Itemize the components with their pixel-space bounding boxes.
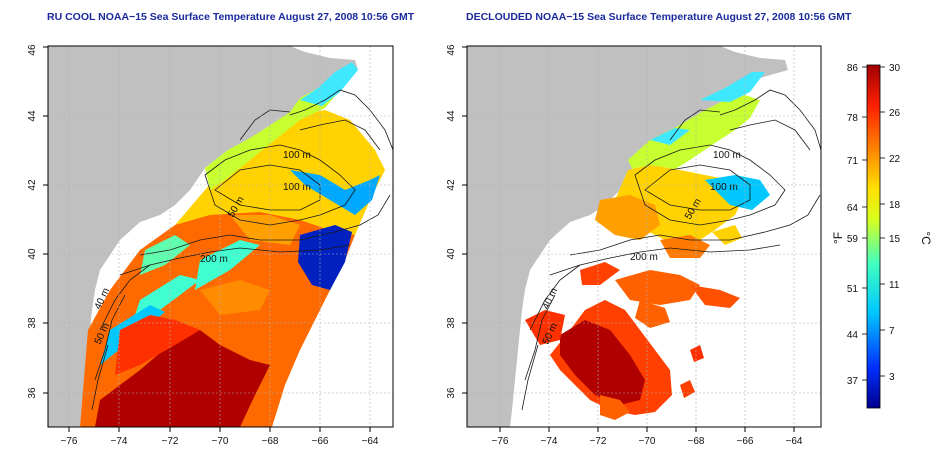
x-tick-label: −68 [688,436,705,447]
x-tick-label: −66 [737,436,754,447]
fahrenheit-tick: 78 [847,113,859,124]
land-mass [467,46,788,427]
y-tick-label: 38 [27,317,38,329]
fahrenheit-tick: 86 [847,63,859,74]
y-tick-label: 46 [27,44,38,56]
depth-label: 100 m [710,182,738,193]
y-tick-label: 44 [446,110,457,122]
y-tick-label: 36 [27,387,38,399]
celsius-tick: 22 [889,154,901,165]
x-tick-label: −70 [212,436,229,447]
right-map-frame [466,45,822,428]
colorbar-gradient [866,64,881,409]
grid-left [48,46,393,427]
right-sst-map: 100 m 100 m 50 m 200 m 40 m 50 m [467,46,821,427]
celsius-tick: 7 [889,326,895,337]
fahrenheit-tick: 64 [847,203,859,214]
x-tick-label: −74 [111,436,128,447]
bathymetry-contours-right [521,89,821,411]
fahrenheit-tick: 37 [847,376,859,387]
depth-label: 200 m [200,254,228,265]
x-tick-label: −64 [362,436,379,447]
fahrenheit-unit-label: °F [831,232,845,244]
fahrenheit-tick: 59 [847,234,859,245]
celsius-tick: 11 [889,280,900,291]
y-tick-label: 42 [27,179,38,191]
y-tick-label: 40 [446,248,457,260]
celsius-tick: 26 [889,108,901,119]
depth-label: 100 m [713,150,741,161]
y-tick-label: 36 [446,387,457,399]
land-mass [48,46,358,427]
celsius-tick: 30 [889,63,901,74]
depth-label: 100 m [283,150,311,161]
y-tick-label: 46 [446,44,457,56]
depth-label: 100 m [283,182,311,193]
right-map-axes: −76 −74 −72 −70 −68 −66 −64 36 38 40 42 … [446,44,803,447]
celsius-tick: 15 [889,234,901,245]
left-sst-map: 100 m 100 m 50 m 200 m 40 m 50 m [48,46,393,427]
temperature-colorbar: 86 78 71 64 59 51 44 37 30 26 22 18 15 1… [831,63,933,409]
celsius-unit-label: °C [919,231,933,245]
y-tick-label: 38 [446,317,457,329]
right-map-title: DECLOUDED NOAA−15 Sea Surface Temperatur… [466,11,852,23]
x-tick-label: −74 [541,436,558,447]
left-map-title: RU COOL NOAA−15 Sea Surface Temperature … [47,11,415,23]
x-tick-label: −68 [262,436,279,447]
bathymetry-contours-left [91,89,393,411]
fahrenheit-tick: 44 [847,330,859,341]
x-tick-label: −66 [312,436,329,447]
x-tick-label: −72 [162,436,179,447]
celsius-tick: 3 [889,372,895,383]
sst-swath-left [80,62,385,427]
x-tick-label: −76 [492,436,509,447]
left-map-axes: −76 −74 −72 −70 −68 −66 −64 36 38 40 42 … [27,44,379,447]
x-tick-label: −72 [590,436,607,447]
y-tick-label: 42 [446,179,457,191]
y-tick-label: 40 [27,248,38,260]
x-tick-label: −76 [61,436,78,447]
x-tick-label: −70 [639,436,656,447]
y-tick-label: 44 [27,110,38,122]
celsius-tick: 18 [889,200,901,211]
grid-right [467,46,821,427]
x-tick-label: −64 [786,436,803,447]
fahrenheit-tick: 51 [847,284,859,295]
depth-label: 200 m [630,252,658,263]
fahrenheit-tick: 71 [847,156,859,167]
